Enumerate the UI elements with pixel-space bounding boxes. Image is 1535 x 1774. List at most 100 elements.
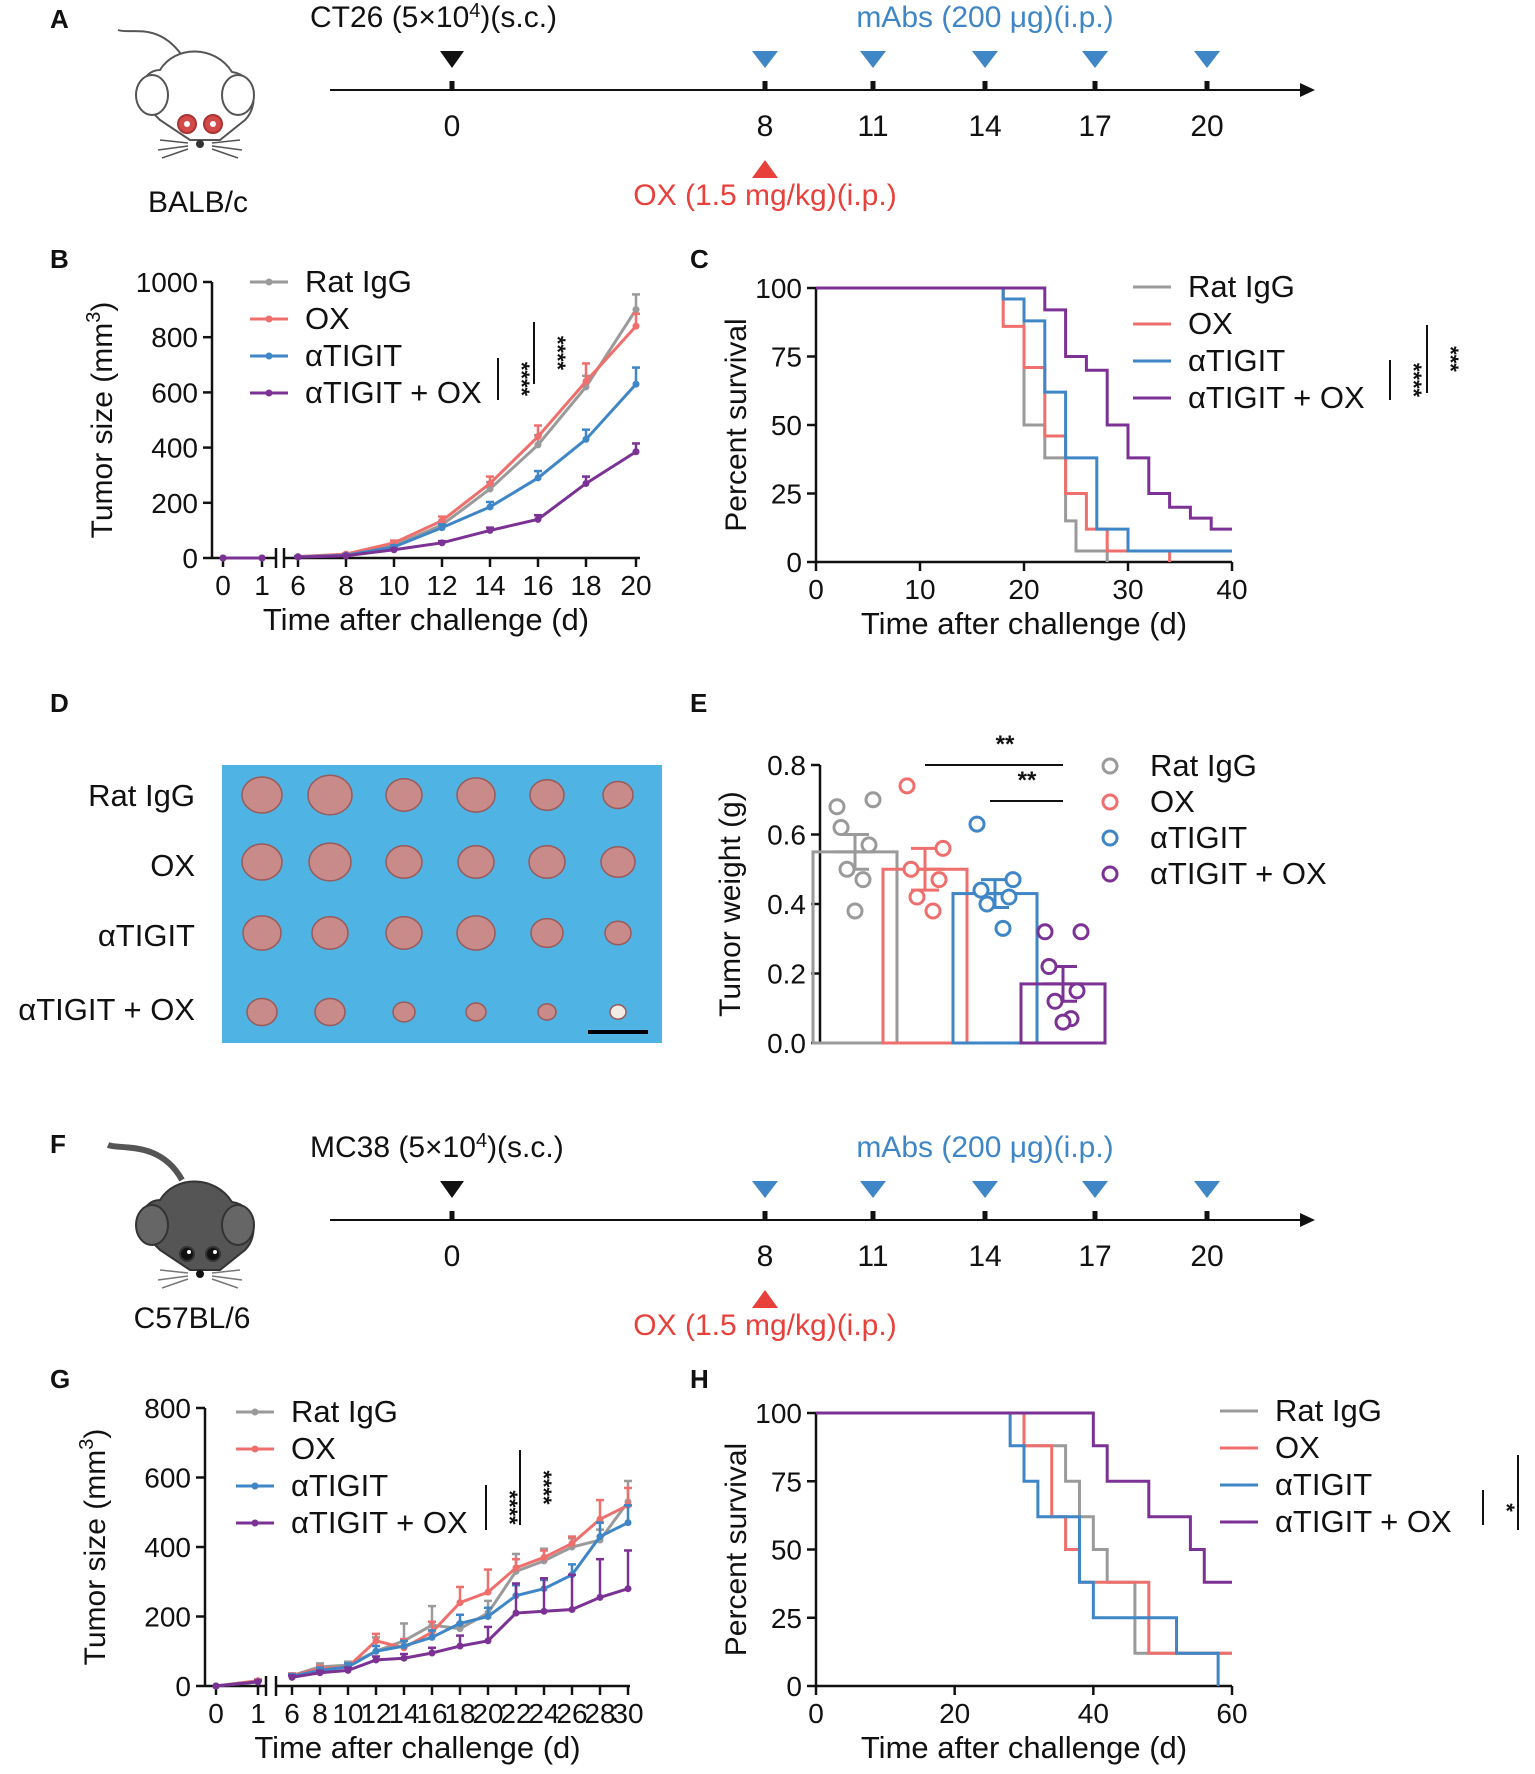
data-point-ox-6 — [924, 902, 942, 920]
legend-dot-tigit — [251, 1482, 259, 1490]
mabs-label: mAbs (200 μg)(i.p.) — [856, 1131, 1113, 1164]
data-point-tigit-ox-11 — [540, 1607, 548, 1615]
y-tick-label-0: 0 — [175, 1671, 191, 1702]
y-axis-label-sup: 3 — [83, 312, 105, 323]
x-tick-label-18: 18 — [570, 570, 601, 601]
data-point-ox-9 — [632, 322, 640, 330]
legend-dot-ox — [251, 1445, 259, 1453]
survival-curve-tigit — [816, 1411, 1220, 1686]
y-axis-label-main: Tumor size (mm — [79, 1450, 112, 1666]
data-point-rat-igg-2 — [864, 791, 882, 809]
timeline-day-0: 0 — [444, 1240, 461, 1273]
mabs-injection-marker-icon — [1194, 1181, 1220, 1198]
significance-label-2: ** — [1529, 1484, 1535, 1502]
tumor-4-4 — [465, 1002, 487, 1022]
legend-label-tigit: αTIGIT — [291, 1468, 388, 1503]
legend-label-tigit-ox: αTIGIT + OX — [1275, 1504, 1452, 1539]
series-ox — [219, 312, 640, 562]
tumor-3-6 — [604, 920, 632, 946]
y-tick-label-800: 800 — [144, 1393, 191, 1424]
panel-label-c: C — [690, 244, 709, 274]
x-tick-label-20: 20 — [1008, 574, 1039, 605]
y-tick-label-1000: 1000 — [136, 267, 198, 298]
tumor-4-1 — [246, 997, 278, 1027]
photo-row-label-atigit: αTIGIT — [98, 918, 195, 953]
data-point-tigit-ox-2 — [1072, 923, 1090, 941]
data-point-tigit-8 — [582, 435, 590, 443]
x-tick-label-0: 0 — [208, 1698, 224, 1729]
y-tick-label-100: 100 — [755, 1398, 802, 1429]
data-point-tigit-ox-7 — [428, 1649, 436, 1657]
data-point-tigit-5 — [438, 524, 446, 532]
data-point-tigit-ox-5 — [372, 1656, 380, 1664]
data-point-tigit-6 — [994, 919, 1012, 937]
data-point-tigit-7 — [534, 474, 542, 482]
x-tick-label-16: 16 — [522, 570, 553, 601]
y-axis-label: Tumor size (mm3) — [76, 1429, 112, 1666]
data-point-tigit-ox-12 — [568, 1606, 576, 1614]
x-tick-label-20: 20 — [620, 570, 651, 601]
timeline-day-0: 0 — [444, 110, 461, 143]
legend-dot-tigit-ox — [251, 1519, 259, 1527]
chart-e-tumor-weight: 0.0 0.2 0.4 0.6 0.8 Tumor weight (g) **** Rat I… — [714, 731, 1327, 1059]
x-tick-label-8: 8 — [338, 570, 354, 601]
legend-label-tigit: αTIGIT — [1150, 820, 1247, 855]
legend-label-tigit-ox: αTIGIT + OX — [1150, 856, 1327, 891]
data-point-tigit-14 — [624, 1519, 632, 1527]
data-point-ox-13 — [596, 1515, 604, 1523]
series-line-tigit-ox-1 — [215, 1680, 259, 1688]
tumor-3-1 — [242, 915, 282, 951]
data-point-rat-igg-7 — [534, 441, 542, 449]
legend-dot-rat-igg — [265, 278, 273, 286]
y-tick-label-600: 600 — [144, 1463, 191, 1494]
survival-curve-tigit-ox — [816, 286, 1232, 531]
data-point-ox-12 — [568, 1540, 576, 1548]
legend-label-rat-igg: Rat IgG — [291, 1394, 398, 1429]
legend-dot-tigit — [265, 352, 273, 360]
data-point-tigit-4 — [1000, 888, 1018, 906]
data-point-rat-igg-5 — [838, 860, 856, 878]
x-tick-label-24: 24 — [528, 1698, 559, 1729]
x-tick-label-28: 28 — [584, 1698, 615, 1729]
strain-label-a: BALB/c — [148, 186, 248, 219]
legend-label-rat-igg: Rat IgG — [1150, 748, 1257, 783]
tumor-3-3 — [385, 916, 423, 950]
data-point-tigit-ox-6 — [486, 526, 494, 534]
significance-label-1: * — [1494, 1503, 1519, 1512]
legend-label-ox: OX — [1275, 1430, 1320, 1465]
x-axis-label: Time after challenge (d) — [254, 1730, 580, 1765]
x-tick-label-6: 6 — [290, 570, 306, 601]
data-point-tigit-ox-3 — [1040, 958, 1058, 976]
data-point-ox-6 — [486, 479, 494, 487]
significance-label-1: **** — [1401, 363, 1426, 398]
data-point-tigit-ox-2 — [294, 553, 302, 561]
tumor-1-1 — [241, 776, 283, 814]
legend-dot-ox — [265, 315, 273, 323]
data-point-tigit-1 — [968, 815, 986, 833]
tumor-2-2 — [308, 842, 352, 882]
data-point-tigit-ox-9 — [484, 1637, 492, 1645]
y-tick-label-25: 25 — [771, 1603, 802, 1634]
data-point-ox-3 — [902, 860, 920, 878]
y-tick-label-25: 25 — [771, 479, 802, 510]
legend-label-tigit: αTIGIT — [1275, 1467, 1372, 1502]
photo-row-label-atigit-ox: αTIGIT + OX — [18, 992, 195, 1027]
timeline-day-14: 14 — [968, 1240, 1001, 1273]
significance-label-2: *** — [1438, 346, 1463, 372]
panel-label-g: G — [50, 1364, 70, 1394]
survival-curve-tigit-ox — [816, 1411, 1232, 1584]
x-tick-label-0: 0 — [808, 574, 824, 605]
bar-group-tigit — [951, 815, 1039, 1045]
y-tick-label-0-2: 0.2 — [767, 959, 806, 990]
data-point-tigit-ox-7 — [534, 515, 542, 523]
data-point-tigit-8 — [456, 1619, 464, 1627]
series-line-tigit-ox-2 — [297, 450, 637, 559]
significance-label-1: **** — [509, 362, 534, 397]
y-tick-label-600: 600 — [151, 377, 198, 408]
tumor-3-5 — [530, 917, 564, 949]
x-tick-label-12: 12 — [426, 570, 457, 601]
cell-label-main: CT26 (5×10 — [310, 1, 469, 34]
chart-h-survival: 0 25 50 75 100 0 20 40 60 Time after challenge (d… — [720, 1393, 1535, 1765]
mabs-injection-marker-icon — [752, 51, 778, 68]
